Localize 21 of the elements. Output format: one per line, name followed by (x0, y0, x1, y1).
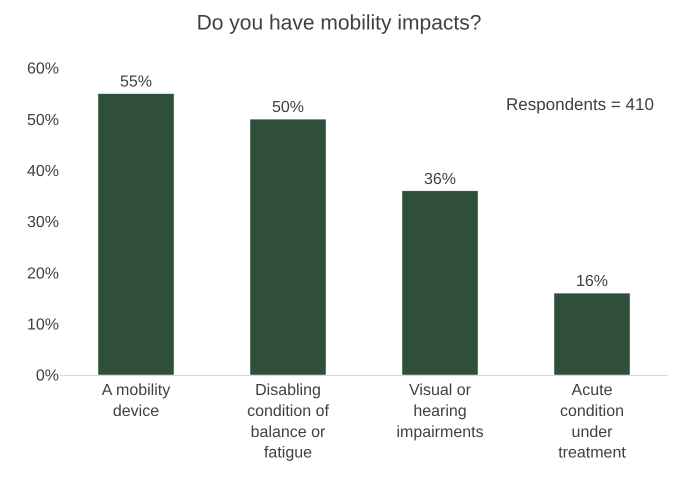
bar (98, 93, 174, 375)
y-tick-label: 10% (26, 316, 59, 334)
annotation: Respondents = 410 (506, 95, 654, 114)
x-tick-label: Visual or hearing impairments (396, 382, 484, 441)
bar (554, 292, 630, 375)
chart-title: Do you have mobility impacts? (196, 12, 482, 35)
x-tick-label: Disabling condition of balance or fatigue (247, 382, 330, 462)
x-tick-label: Acute condition under treatment (558, 382, 626, 462)
data-label: 55% (120, 74, 152, 91)
y-tick-label: 0% (36, 368, 59, 385)
x-tick-label: A mobility device (102, 382, 170, 420)
y-tick-label: 20% (26, 265, 59, 282)
y-tick-label: 30% (26, 214, 59, 232)
y-tick-label: 50% (26, 112, 59, 129)
bar (402, 190, 478, 375)
data-label: 16% (576, 273, 608, 290)
y-tick-label: 40% (26, 162, 59, 180)
y-tick-label: 60% (26, 60, 59, 78)
data-label: 36% (424, 170, 456, 188)
data-label: 50% (272, 99, 304, 116)
bar (250, 118, 326, 375)
